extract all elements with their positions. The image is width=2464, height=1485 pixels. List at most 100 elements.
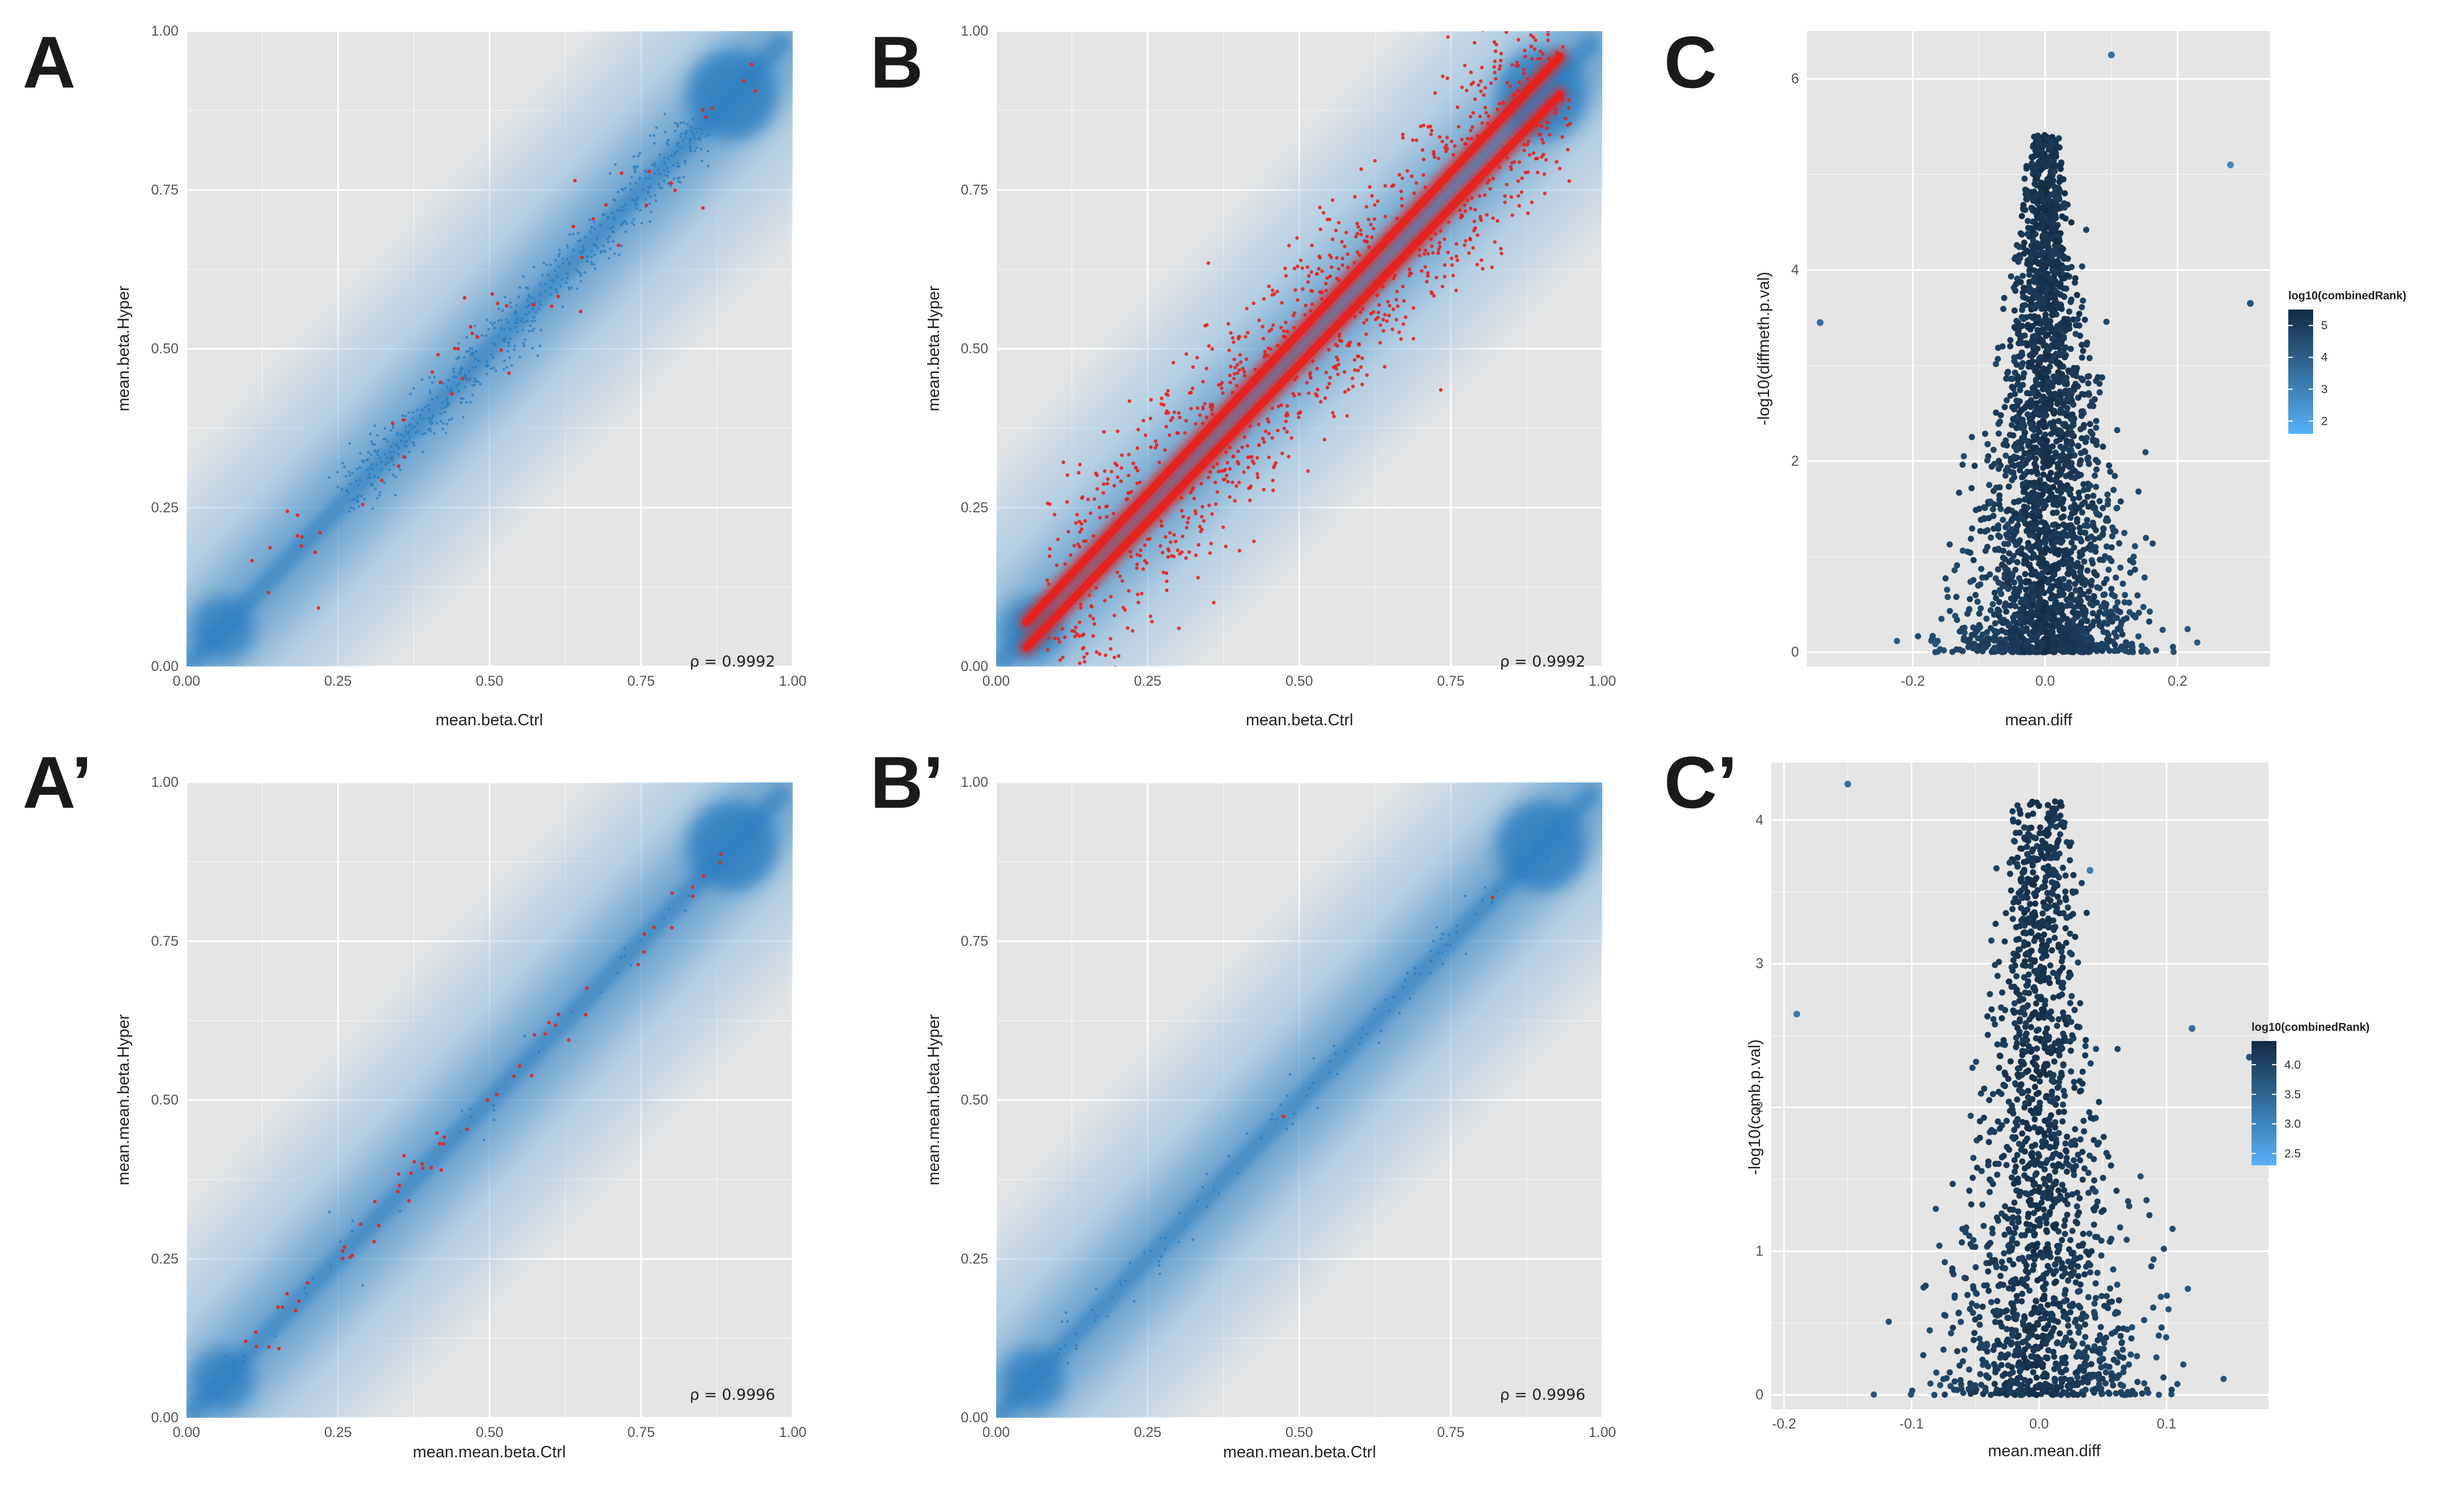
red-point xyxy=(1539,56,1543,60)
red-point xyxy=(1298,258,1303,263)
blue-point xyxy=(532,327,536,330)
blue-point xyxy=(609,227,612,230)
legend-title: log10(combinedRank) xyxy=(2288,290,2406,302)
blue-point xyxy=(311,1277,314,1280)
red-point xyxy=(1319,400,1323,404)
blue-point xyxy=(694,137,697,141)
y-tick-label: 0.50 xyxy=(961,341,988,357)
blue-point xyxy=(494,343,497,346)
volcano-point xyxy=(2031,274,2038,281)
volcano-point xyxy=(2102,1380,2109,1387)
volcano-point xyxy=(2050,521,2057,528)
blue-point xyxy=(1413,966,1416,970)
x-tick-label: 0.2 xyxy=(2168,673,2188,689)
volcano-point xyxy=(2010,432,2017,439)
volcano-point xyxy=(2112,604,2119,611)
blue-point xyxy=(662,160,666,163)
red-point xyxy=(669,181,673,185)
blue-point xyxy=(666,170,670,173)
panel-letter-c-prime: C’ xyxy=(1664,741,1737,824)
red-point xyxy=(1516,38,1520,42)
volcano-point xyxy=(2057,291,2064,298)
blue-point xyxy=(1094,1287,1098,1290)
volcano-point xyxy=(2064,405,2071,412)
blue-point xyxy=(612,217,616,221)
red-point xyxy=(1128,550,1132,554)
volcano-point xyxy=(2031,594,2037,600)
red-point xyxy=(1496,219,1500,223)
blue-point xyxy=(1545,830,1549,833)
red-point xyxy=(1149,416,1153,420)
red-point xyxy=(1527,140,1531,143)
red-point xyxy=(1075,632,1079,636)
volcano-point xyxy=(2052,200,2058,207)
blue-point xyxy=(579,239,582,242)
red-point xyxy=(1164,425,1168,429)
blue-point xyxy=(274,1335,277,1338)
red-point xyxy=(1220,391,1225,395)
red-point xyxy=(673,188,677,193)
volcano-point xyxy=(2039,326,2046,333)
volcano-point xyxy=(1978,1168,1985,1174)
volcano-point xyxy=(2012,603,2019,609)
red-point xyxy=(1251,301,1255,306)
red-point xyxy=(1407,267,1411,271)
red-point xyxy=(1505,182,1509,186)
blue-point xyxy=(490,353,493,356)
blue-point xyxy=(653,142,656,145)
blue-point xyxy=(484,364,488,367)
volcano-point xyxy=(2024,321,2031,328)
blue-point xyxy=(532,265,536,269)
red-point xyxy=(1109,595,1113,599)
volcano-point xyxy=(2075,959,2081,966)
red-point xyxy=(1429,128,1434,133)
volcano-point xyxy=(2087,421,2093,428)
volcano-point xyxy=(1994,608,2001,615)
red-point xyxy=(1364,332,1368,336)
volcano-point xyxy=(2038,485,2045,492)
red-point xyxy=(1214,502,1218,506)
red-point xyxy=(1216,469,1220,474)
blue-point xyxy=(487,328,490,331)
volcano-point xyxy=(2036,337,2043,344)
red-point xyxy=(1493,240,1497,244)
red-point xyxy=(1058,658,1062,662)
volcano-point xyxy=(2104,543,2110,550)
blue-point xyxy=(514,312,518,316)
red-point xyxy=(1364,204,1368,209)
blue-point xyxy=(579,280,583,283)
volcano-point xyxy=(2041,413,2048,420)
legend-colorbar xyxy=(2288,310,2313,434)
red-point xyxy=(1276,428,1280,433)
blue-point xyxy=(549,293,553,297)
volcano-point xyxy=(2045,579,2052,586)
volcano-point xyxy=(2111,473,2118,480)
y-tick-label: 0.75 xyxy=(961,933,988,949)
blue-point xyxy=(678,176,681,180)
volcano-point xyxy=(2046,302,2053,308)
volcano-point xyxy=(2037,824,2044,831)
volcano-point xyxy=(2035,320,2042,326)
red-point xyxy=(1477,194,1481,198)
volcano-point xyxy=(2087,428,2094,435)
volcano-point xyxy=(1998,640,2005,647)
volcano-point xyxy=(2040,232,2046,239)
volcano-point xyxy=(2003,375,2010,382)
volcano-point xyxy=(2003,531,2010,538)
blue-point xyxy=(457,357,460,360)
red-point xyxy=(1266,417,1270,421)
red-point xyxy=(1499,247,1503,251)
blue-point xyxy=(373,424,376,428)
volcano-point xyxy=(2063,522,2070,529)
red-point xyxy=(1250,455,1254,459)
red-point xyxy=(1458,208,1462,212)
red-point xyxy=(1078,463,1082,467)
volcano-point xyxy=(1932,641,1939,647)
blue-point xyxy=(653,172,657,176)
red-point xyxy=(1097,506,1101,509)
blue-point xyxy=(660,186,663,190)
volcano-point xyxy=(2089,560,2096,567)
blue-point xyxy=(492,356,494,359)
red-point xyxy=(1095,487,1100,491)
